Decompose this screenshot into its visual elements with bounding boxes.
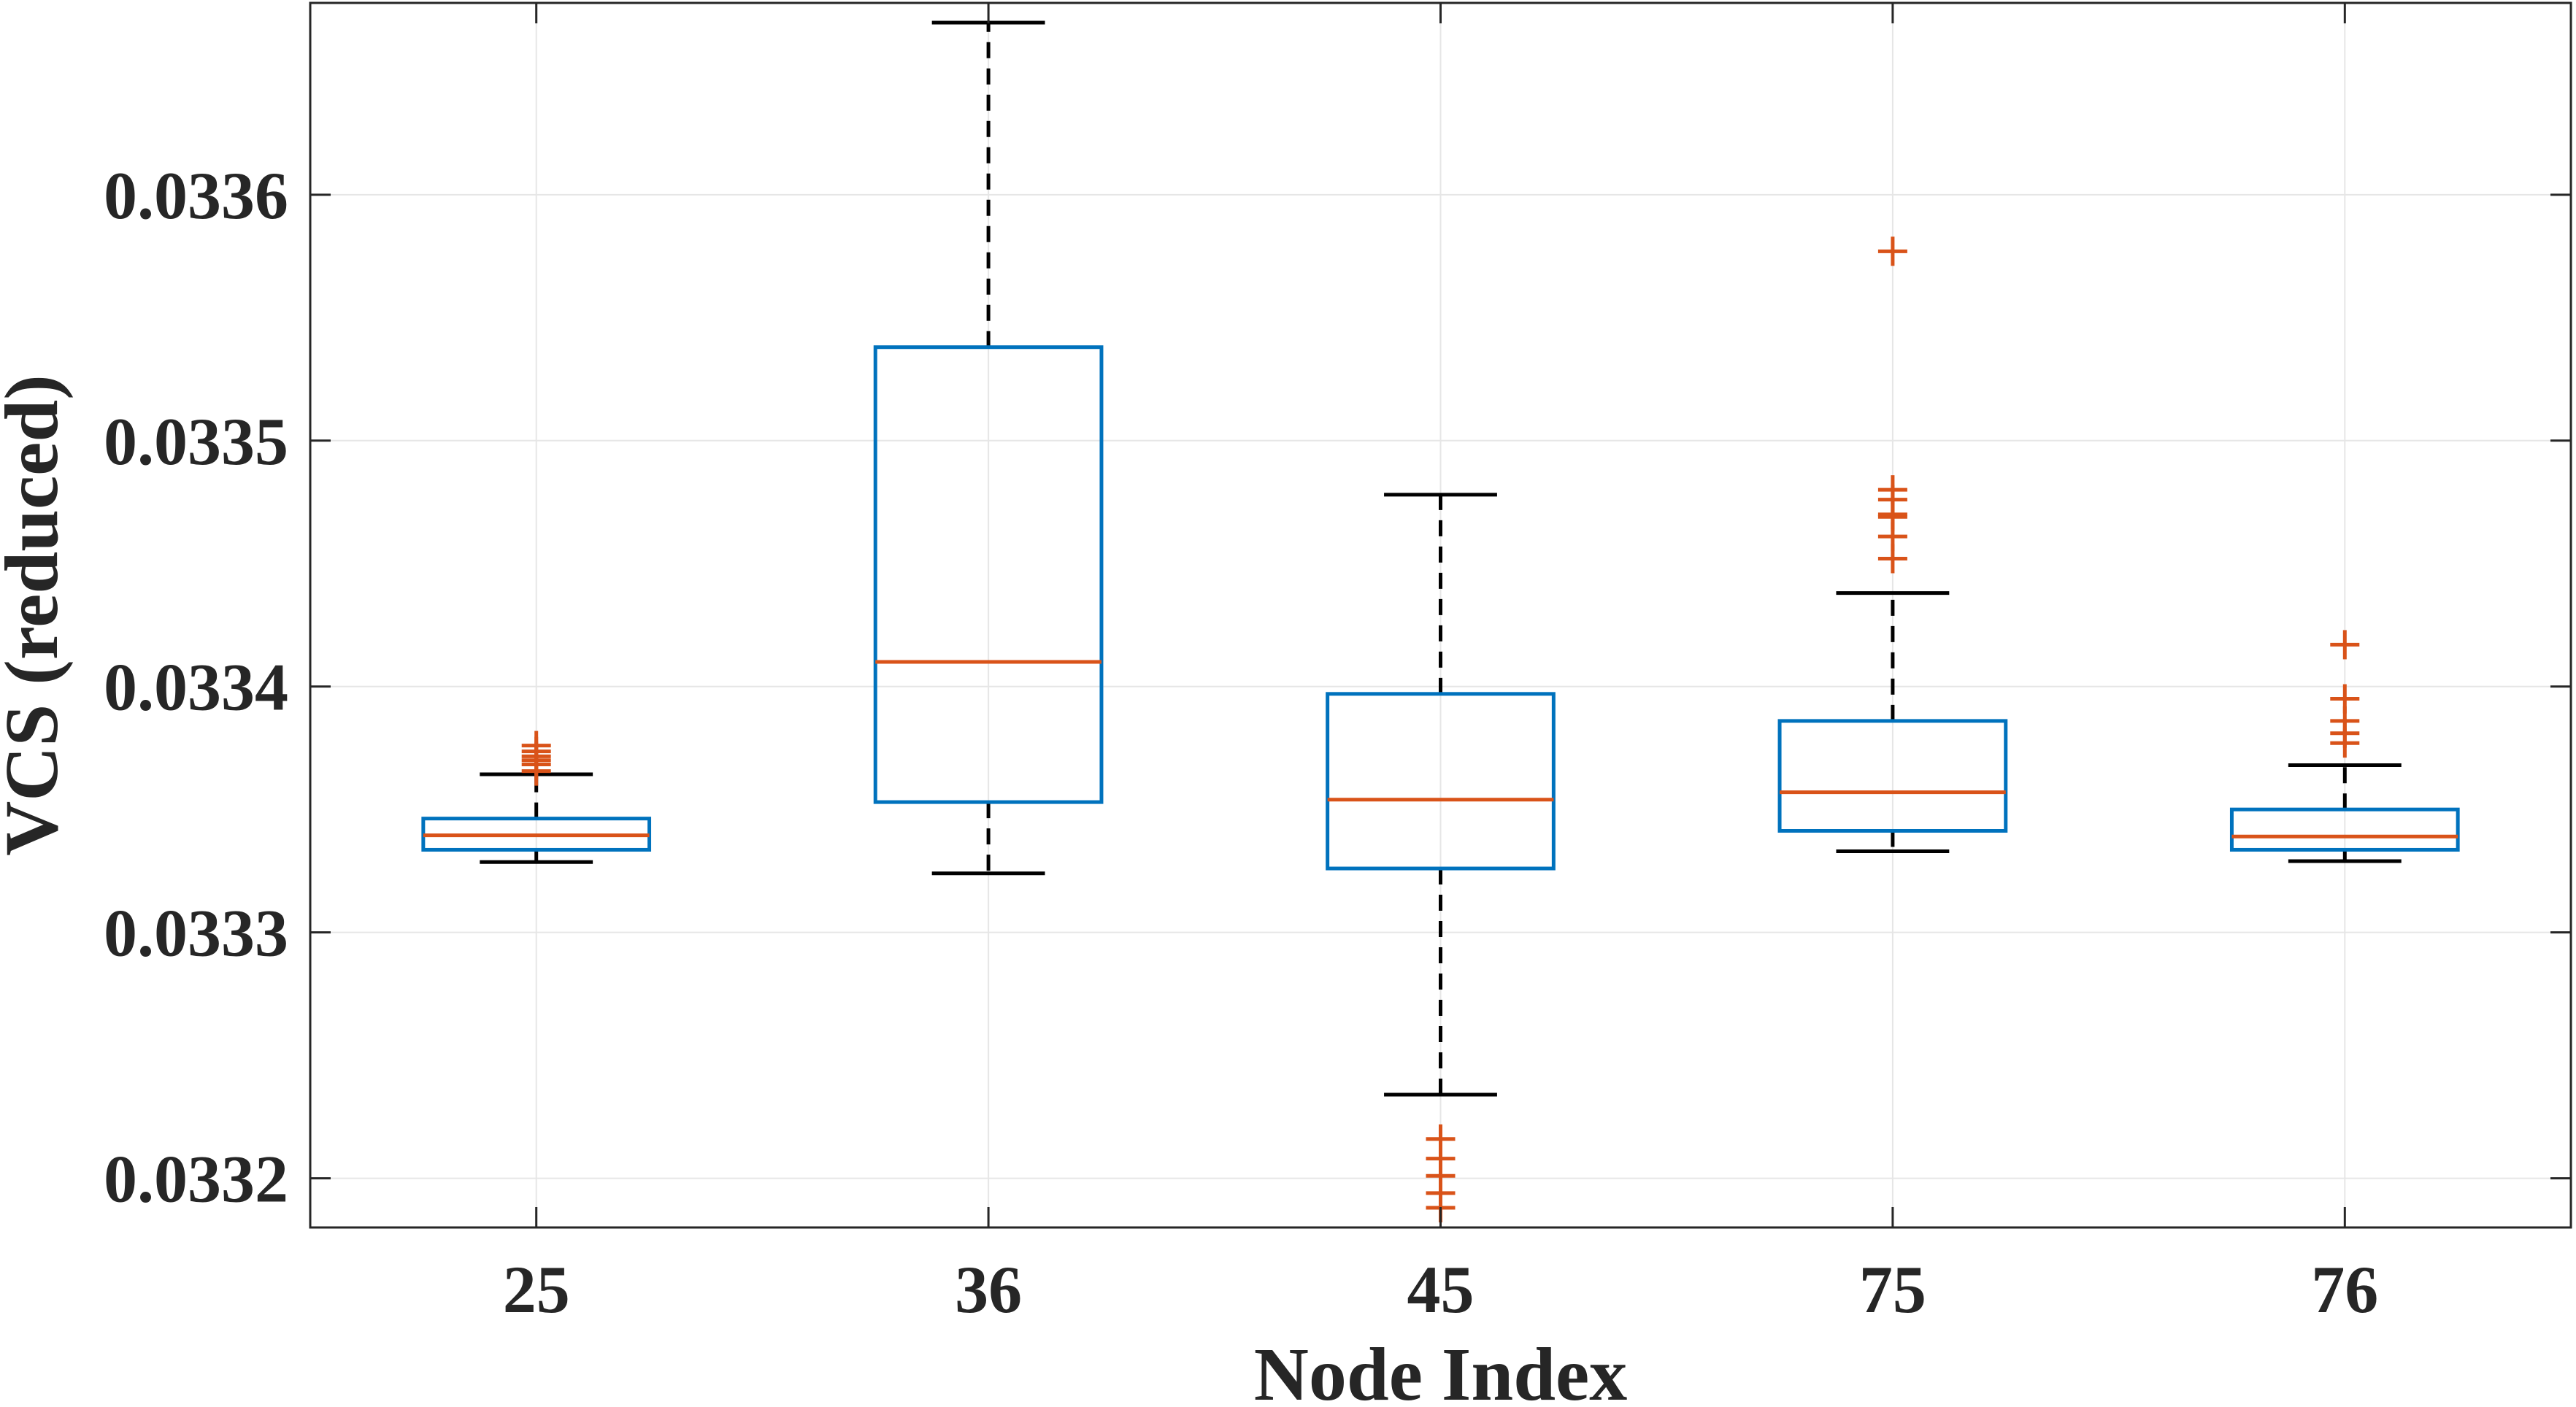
x-tick-label: 75 (1859, 1252, 1926, 1327)
outlier-marker (2330, 684, 2360, 714)
y-axis-title: VCS (reduced) (0, 374, 74, 856)
iqr-box (1326, 692, 1556, 871)
box-45 (1326, 493, 1556, 1223)
y-tick-label: 0.0332 (104, 1142, 288, 1217)
boxes-group (421, 20, 2460, 1223)
y-tick-label: 0.0336 (104, 158, 288, 233)
iqr-box (873, 345, 1104, 804)
box-25 (421, 731, 652, 864)
y-tick-label: 0.0333 (104, 896, 288, 971)
x-tick-label: 76 (2311, 1252, 2378, 1327)
outlier-marker (2330, 630, 2360, 660)
outlier-marker (521, 731, 551, 760)
outlier-marker (1877, 475, 1907, 505)
x-tick-label: 36 (955, 1252, 1022, 1327)
iqr-box (1777, 719, 2008, 833)
outlier-marker (1877, 236, 1907, 266)
box-76 (2229, 630, 2460, 863)
x-tick-label: 25 (503, 1252, 570, 1327)
axis-ticks: 0.0332 0.0333 0.0334 0.0335 0.0336 25 36 45 75 76 (104, 3, 2571, 1327)
x-tick-label: 45 (1407, 1252, 1475, 1327)
y-tick-label: 0.0334 (104, 650, 288, 725)
y-tick-label: 0.0335 (104, 404, 288, 479)
iqr-box (2229, 807, 2460, 852)
box-75 (1777, 236, 2008, 853)
x-axis-title: Node Index (1254, 1333, 1627, 1407)
